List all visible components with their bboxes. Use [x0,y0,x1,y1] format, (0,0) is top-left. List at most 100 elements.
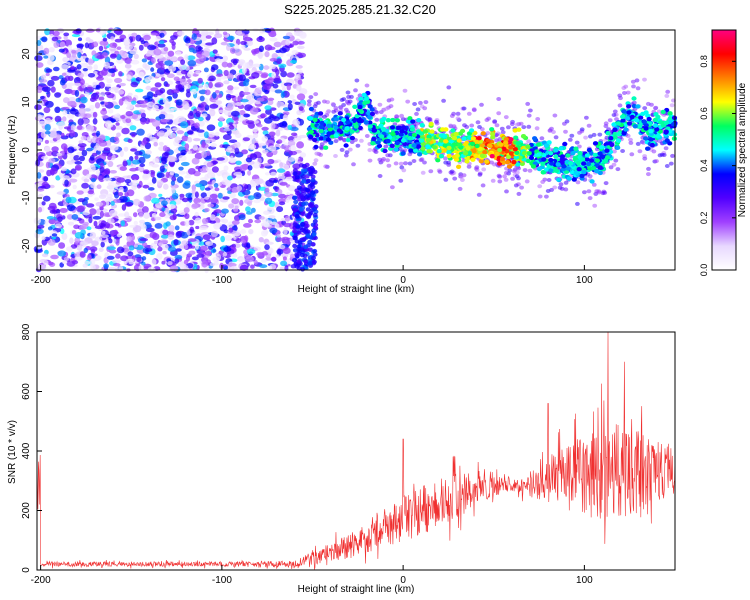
heatmap-cell [77,37,83,42]
heatmap-cell [63,175,70,182]
heatmap-cell [455,111,461,116]
heatmap-cell [264,117,273,124]
heatmap-cell [62,56,69,63]
heatmap-cell [69,237,74,244]
heatmap-cell [86,147,93,152]
heatmap-cell [129,167,138,172]
heatmap-cell [648,137,654,142]
heatmap-cell [285,176,294,182]
heatmap-cell [246,248,256,255]
heatmap-cell [162,145,168,152]
heatmap-cell [67,221,75,226]
heatmap-cell [82,72,89,77]
heatmap-cell [43,47,50,55]
heatmap-cell [171,176,177,182]
heatmap-cell [152,97,160,101]
heatmap-cell [124,63,132,69]
heatmap-cell [295,191,301,196]
heatmap-cell [565,166,571,171]
heatmap-cell [223,69,229,77]
heatmap-cell [575,201,580,206]
heatmap-cell [652,117,658,123]
heatmap-cell [535,117,541,121]
heatmap-cell [133,212,138,218]
heatmap-cell [543,143,550,148]
heatmap-cell [333,117,339,122]
heatmap-cell [460,128,466,134]
heatmap-cell [130,81,139,88]
heatmap-cell [141,140,147,146]
heatmap-cell [142,206,149,214]
heatmap-cell [485,138,491,144]
heatmap-cell [87,73,96,78]
heatmap-cell [58,48,65,53]
heatmap-cell [91,240,99,247]
heatmap-cell [145,85,152,91]
heatmap-cell [253,132,259,139]
heatmap-cell [170,208,178,214]
heatmap-cell [89,259,96,267]
heatmap-cell [243,47,251,51]
heatmap-cell [223,55,228,61]
heatmap-cell [256,36,265,43]
heatmap-cell [122,160,128,167]
heatmap-cell [287,124,293,131]
heatmap-cell [163,46,169,52]
heatmap-cell [78,140,84,144]
heatmap-cell [548,168,554,173]
heatmap-cell [503,140,509,145]
heatmap-cell [112,198,121,204]
heatmap-cell [275,129,281,137]
heatmap-cell [187,70,194,78]
heatmap-cell [271,53,278,59]
heatmap-cell [59,208,68,213]
heatmap-cell [197,77,203,84]
heatmap-cell [621,109,627,114]
heatmap-cell [64,179,69,187]
heatmap-cell [653,105,659,110]
heatmap-cell [282,114,289,121]
heatmap-cell [502,174,507,179]
heatmap-cell [186,79,192,83]
heatmap-cell [119,195,128,203]
heatmap-cell [249,144,257,150]
heatmap-cell [244,184,249,190]
heatmap-cell [254,178,264,185]
heatmap-cell [245,157,253,163]
heatmap-cell [144,64,151,71]
heatmap-cell [402,88,408,93]
heatmap-cell [580,157,586,162]
heatmap-cell [521,150,528,156]
heatmap-cell [420,146,426,151]
heatmap-cell [492,162,497,167]
heatmap-cell [71,230,77,235]
heatmap-cell [83,247,89,254]
heatmap-cell [158,193,163,197]
heatmap-cell [143,195,151,202]
heatmap-cell [561,164,567,169]
heatmap-cell [402,141,408,147]
heatmap-cell [193,197,201,204]
heatmap-cell [84,107,94,113]
heatmap-cell [338,105,344,110]
heatmap-cell [276,206,284,213]
heatmap-cell [232,59,238,66]
heatmap-cell [349,140,355,144]
heatmap-cell [490,135,496,140]
heatmap-cell [247,122,255,129]
heatmap-cell [637,124,643,129]
heatmap-cell [310,123,316,128]
heatmap-cell [469,128,475,133]
heatmap-cell [44,124,51,131]
heatmap-cell [89,246,98,252]
heatmap-cell [43,259,49,266]
heatmap-cell [230,253,238,258]
heatmap-cell [292,171,298,176]
heatmap-cell [114,191,120,199]
heatmap-cell [573,146,579,151]
heatmap-cell [282,164,290,171]
heatmap-cell [354,78,360,83]
heatmap-cell [263,65,270,70]
heatmap-cell [227,85,234,91]
heatmap-cell [160,65,165,71]
